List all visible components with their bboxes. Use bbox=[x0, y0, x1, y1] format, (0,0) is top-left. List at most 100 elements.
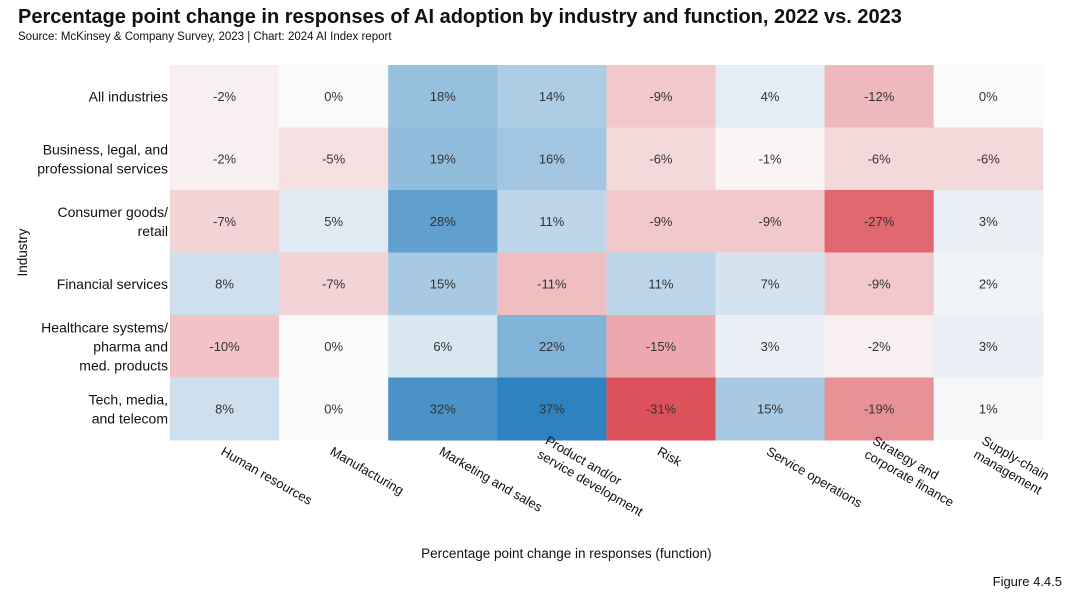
cell-value-label: 0% bbox=[324, 401, 343, 416]
svg-text:Strategy andcorporate finance: Strategy andcorporate finance bbox=[862, 433, 964, 510]
heatmap-cell bbox=[497, 377, 607, 441]
heatmap-cell bbox=[824, 377, 935, 441]
svg-text:Product and/orservice developm: Product and/orservice development bbox=[535, 433, 654, 520]
heatmap-cell bbox=[497, 315, 607, 378]
chart-subtitle: Source: McKinsey & Company Survey, 2023 … bbox=[18, 31, 392, 43]
heatmap-cell bbox=[606, 315, 716, 378]
cell-value-label: -5% bbox=[322, 151, 346, 166]
heatmap-cell bbox=[606, 377, 716, 441]
heatmap-cell bbox=[170, 377, 280, 441]
heatmap-cell bbox=[715, 315, 826, 378]
heatmap-cell bbox=[606, 65, 716, 128]
column-label: Product and/orservice development bbox=[535, 433, 654, 520]
x-axis-title: Percentage point change in responses (fu… bbox=[421, 546, 711, 561]
cell-value-label: 15% bbox=[430, 276, 456, 291]
heatmap-cell bbox=[170, 190, 280, 253]
cell-value-label: 28% bbox=[430, 214, 456, 229]
row-label: All industries bbox=[89, 88, 168, 104]
cell-value-label: -7% bbox=[213, 214, 237, 229]
svg-text:Human resources: Human resources bbox=[219, 444, 316, 509]
row-label: Healthcare systems/pharma and med. produc… bbox=[41, 319, 168, 373]
row-label: Business, legal, and professional service… bbox=[37, 141, 168, 176]
heatmap-cell bbox=[388, 252, 498, 316]
heatmap-cell bbox=[388, 127, 498, 191]
heatmap-cell bbox=[933, 65, 1044, 128]
cell-value-label: 0% bbox=[324, 339, 343, 354]
svg-text:Supply-chainmanagement: Supply-chainmanagement bbox=[971, 433, 1053, 498]
cell-value-label: 3% bbox=[761, 339, 780, 354]
cell-value-label: 11% bbox=[648, 276, 673, 291]
heatmap-cell bbox=[933, 315, 1044, 378]
heatmap-cell bbox=[170, 127, 280, 191]
heatmap-cell bbox=[933, 127, 1044, 191]
heatmap-cell bbox=[279, 377, 389, 441]
heatmap-cell bbox=[933, 190, 1044, 253]
heatmap-cell bbox=[497, 252, 607, 316]
heatmap-cell bbox=[279, 190, 389, 253]
heatmap-cell bbox=[933, 377, 1044, 441]
row-label: Consumer goods/retail bbox=[57, 204, 168, 239]
cell-value-label: 1% bbox=[979, 401, 998, 416]
cell-value-label: -1% bbox=[758, 151, 782, 166]
y-axis-title: Industry bbox=[15, 228, 30, 276]
heatmap-cell bbox=[170, 252, 280, 316]
cell-value-label: -9% bbox=[649, 214, 673, 229]
heatmap-cell bbox=[606, 190, 716, 253]
cell-value-label: 3% bbox=[979, 339, 998, 354]
heatmap-cell bbox=[715, 127, 826, 191]
heatmap-cell bbox=[824, 190, 935, 253]
heatmap-cell bbox=[388, 315, 498, 378]
cell-value-label: 18% bbox=[430, 89, 456, 104]
column-label: Human resources bbox=[219, 444, 316, 509]
svg-text:Manufacturing: Manufacturing bbox=[328, 444, 407, 498]
heatmap-cell bbox=[824, 252, 935, 316]
cell-value-label: -12% bbox=[864, 89, 895, 104]
heatmap-cell bbox=[279, 127, 389, 191]
cell-value-label: -27% bbox=[864, 214, 895, 229]
cell-value-label: -6% bbox=[649, 151, 673, 166]
heatmap-cell bbox=[715, 65, 826, 128]
cell-value-label: 11% bbox=[539, 214, 564, 229]
cell-value-label: 2% bbox=[979, 276, 998, 291]
heatmap-cell bbox=[933, 252, 1044, 316]
cell-value-label: -6% bbox=[868, 151, 892, 166]
svg-text:Service operations: Service operations bbox=[764, 444, 865, 511]
heatmap-cell bbox=[388, 377, 498, 441]
cell-value-label: -11% bbox=[537, 276, 567, 291]
cell-value-label: 37% bbox=[539, 401, 565, 416]
cell-value-label: 5% bbox=[324, 214, 343, 229]
heatmap-cell bbox=[497, 65, 607, 128]
cell-value-label: 15% bbox=[757, 401, 783, 416]
column-label: Strategy andcorporate finance bbox=[862, 433, 964, 510]
heatmap-cell bbox=[170, 65, 280, 128]
cell-value-label: -31% bbox=[646, 401, 677, 416]
cell-value-label: 3% bbox=[979, 214, 998, 229]
column-label: Service operations bbox=[764, 444, 865, 511]
heatmap-cell bbox=[279, 65, 389, 128]
figure-label: Figure 4.4.5 bbox=[992, 574, 1062, 589]
heatmap-cell bbox=[388, 190, 498, 253]
heatmap-cell bbox=[497, 190, 607, 253]
cell-value-label: 22% bbox=[539, 339, 565, 354]
cell-value-label: -2% bbox=[868, 339, 892, 354]
cell-value-label: 32% bbox=[430, 401, 456, 416]
heatmap-cell bbox=[824, 315, 935, 378]
cell-value-label: -2% bbox=[213, 151, 237, 166]
heatmap-cell bbox=[497, 127, 607, 191]
cell-value-label: -9% bbox=[868, 276, 892, 291]
heatmap-cell bbox=[606, 127, 716, 191]
cell-value-label: 14% bbox=[539, 89, 565, 104]
column-label: Risk bbox=[655, 444, 685, 470]
cell-value-label: 0% bbox=[979, 89, 998, 104]
cell-value-label: -6% bbox=[977, 151, 1001, 166]
svg-text:Marketing and sales: Marketing and sales bbox=[437, 444, 546, 515]
cell-value-label: -9% bbox=[649, 89, 673, 104]
svg-text:Risk: Risk bbox=[655, 444, 685, 470]
heatmap-cell bbox=[715, 190, 826, 253]
heatmap-cell bbox=[715, 377, 826, 441]
cell-value-label: -9% bbox=[758, 214, 782, 229]
heatmap-cell bbox=[279, 315, 389, 378]
heatmap-cell bbox=[824, 65, 935, 128]
cell-value-label: 19% bbox=[430, 151, 456, 166]
